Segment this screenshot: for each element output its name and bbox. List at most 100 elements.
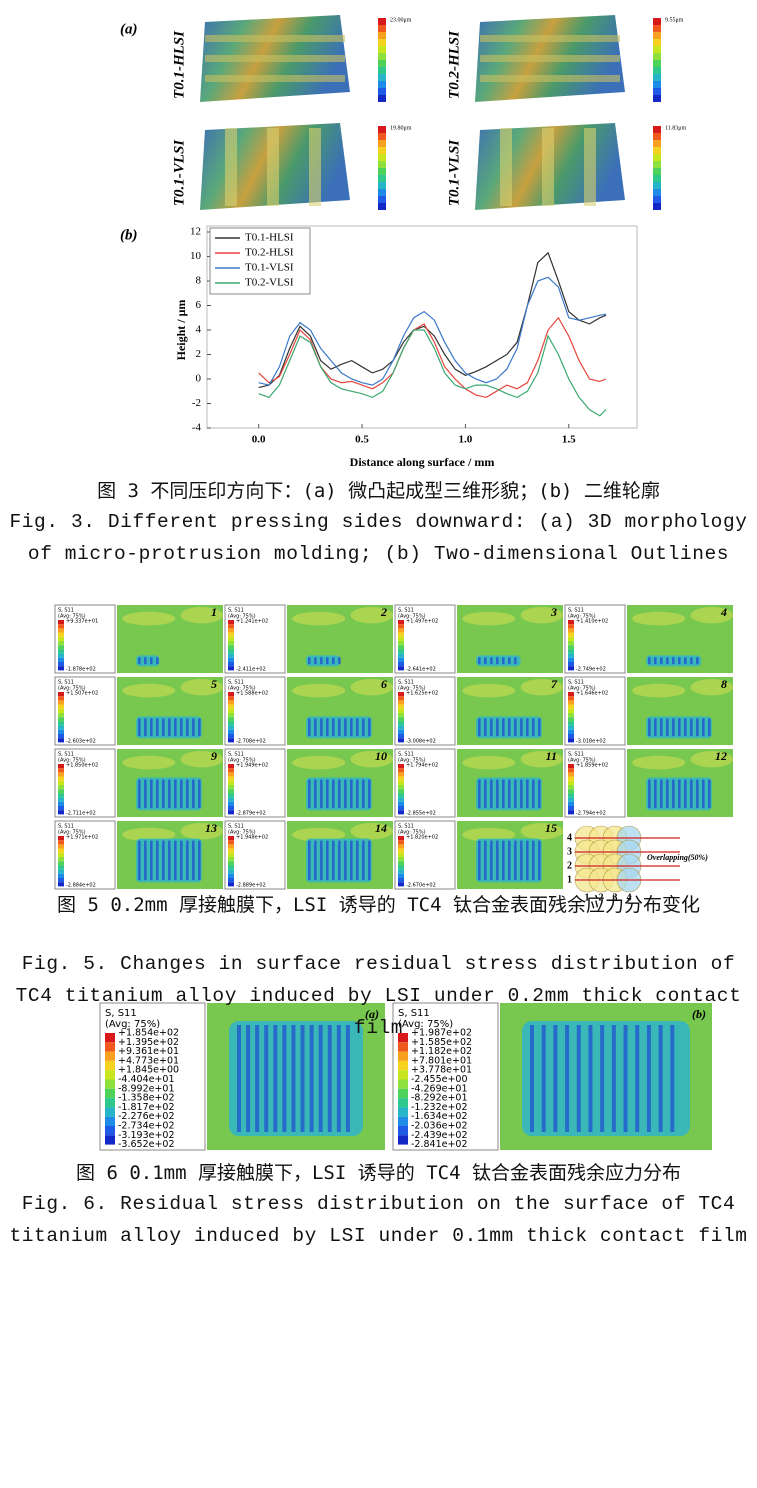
colorbar-step [378,154,386,161]
stress-stripe [514,718,517,737]
stress-stripe [144,840,147,881]
legend-header: S, S11 [228,824,244,830]
laser-track [267,128,279,206]
stress-stripe [708,718,711,737]
colorbar-step [568,793,574,798]
legend-avg: (Avg: 75%) [568,614,596,620]
stress-stripe [490,657,493,665]
panel-number: 14 [375,821,387,835]
fig6-caption-cn: 图 6 0.1mm 厚接触膜下，LSI 诱导的 TC4 钛合金表面残余应力分布 [76,1162,681,1184]
stress-stripe [314,718,317,737]
legend-bottom: -2.884e+02 [66,883,96,889]
colorbar-step [58,878,64,883]
stress-stripe [502,779,505,809]
stress-stripe [514,840,517,881]
colorbar-step [568,772,574,777]
legend-label: T0.2-HLSI [245,247,294,259]
legend-avg: (Avg: 75%) [58,830,86,836]
legend-top: +1.497e+02 [406,619,438,625]
stress-stripe [478,779,481,809]
colorbar-step [58,666,64,671]
colorbar-step [398,624,404,629]
panel-number: 15 [545,821,557,835]
colorbar-step [228,873,234,878]
legend-value: +1.585e+02 [411,1037,472,1048]
colorbar-step [398,801,404,806]
colorbar-step [228,768,234,773]
colorbar-step [105,1088,115,1099]
x-axis-label: Distance along surface / mm [350,455,495,469]
stress-stripe [496,718,499,737]
legend-header: S, S11 [58,752,74,758]
contour-patch [632,755,686,770]
stress-stripe [654,779,657,809]
colorbar-step [58,836,64,841]
colorbar-step [105,1051,115,1061]
colorbar-step [568,729,574,734]
colorbar-step [398,1088,408,1099]
legend-bottom: -2.708e+02 [236,739,266,745]
stress-stripe [144,718,147,737]
stress-stripe [327,1025,332,1132]
colorbar-step [58,869,64,874]
colorbar-step [58,734,64,739]
colorbar-step [228,861,234,866]
contour-patch [690,751,733,768]
stress-stripe [532,718,535,737]
legend-avg: (Avg: 75%) [58,686,86,692]
colorbar-step [568,725,574,730]
legend-value: +1.845e+00 [118,1065,179,1076]
legend-avg: (Avg: 75%) [398,758,426,764]
stress-stripe [508,840,511,881]
colorbar-step [568,810,574,815]
legend-bottom: -2.641e+02 [406,667,436,673]
legend-bottom: -2.879e+02 [236,811,266,817]
stress-stripe [198,779,201,809]
colorbar-step [228,624,234,629]
colorbar-step [58,793,64,798]
stress-stripe [611,1025,616,1132]
panel-number: 7 [551,677,558,691]
legend-bottom: -2.889e+02 [236,883,266,889]
stress-stripe [526,718,529,737]
colorbar-step [228,780,234,785]
stress-stripe [666,779,669,809]
legend-top: +9.337e+01 [66,619,98,625]
y-tick-label: 10 [190,250,202,262]
laser-track [500,128,512,206]
colorbar-step [228,878,234,883]
colorbar-step [568,624,574,629]
stress-stripe [150,779,153,809]
colorbar-step [378,168,386,175]
legend-header: S, S11 [568,752,584,758]
colorbar-step [228,636,234,641]
colorbar-step [568,620,574,625]
colorbar-step [398,785,404,790]
colorbar-step [58,696,64,701]
colorbar-step [58,657,64,662]
contour-patch [350,751,393,768]
colorbar-step [398,641,404,646]
colorbar-step [653,88,661,95]
colorbar-step [228,869,234,874]
colorbar-step [105,1107,115,1117]
stress-stripe [490,840,493,881]
colorbar-step [378,95,386,102]
stress-stripe [576,1025,581,1132]
panel-number: 2 [380,605,387,619]
row-number: 1 [567,874,572,885]
stress-stripe [156,657,159,665]
stress-stripe [138,840,141,881]
stress-stripe [508,718,511,737]
stress-stripe [646,1025,651,1132]
panel-number: 5 [211,677,217,691]
stress-stripe [702,718,705,737]
legend-value: -8.292e+01 [411,1093,468,1104]
stress-stripe [156,840,159,881]
stress-stripe [648,657,651,665]
colorbar-step [398,1079,408,1089]
stress-stripe [538,840,541,881]
laser-track [205,75,345,82]
stress-stripe [696,718,699,737]
